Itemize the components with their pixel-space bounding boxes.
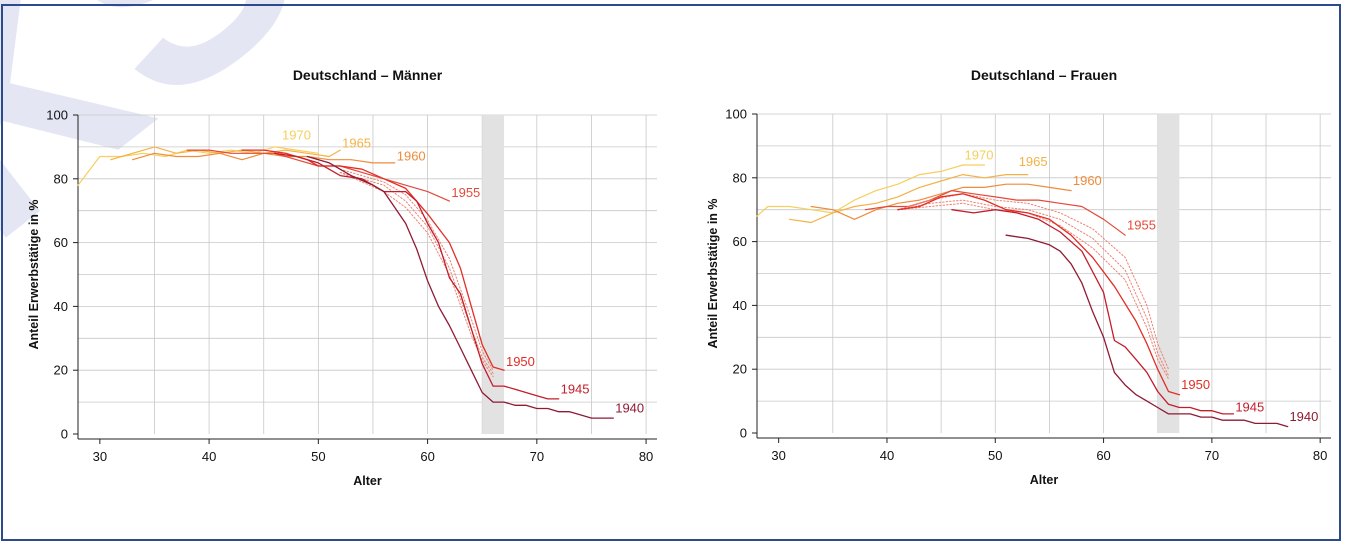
series-label-1965: 1965 <box>1019 154 1048 169</box>
series-line-1955-proj-c <box>897 202 1169 380</box>
x-tick-label: 40 <box>880 448 894 463</box>
series-label-1945: 1945 <box>1235 399 1264 414</box>
x-tick-label: 30 <box>93 449 107 464</box>
series-line-1945 <box>951 209 1235 415</box>
series-line-1940 <box>1005 234 1289 428</box>
x-tick-label: 40 <box>202 449 216 464</box>
y-tick-label: 40 <box>733 298 747 313</box>
x-axis-label: Alter <box>353 474 382 488</box>
series-line-1965 <box>110 146 341 161</box>
series-label-1960: 1960 <box>1073 173 1102 188</box>
series-label-1940: 1940 <box>1289 409 1318 424</box>
y-tick-label: 20 <box>54 363 68 378</box>
series-label-1955: 1955 <box>1127 218 1156 233</box>
gridlines <box>757 113 1331 433</box>
x-tick-label: 70 <box>1205 448 1219 463</box>
y-axis-label: Anteil Erwerbstätige in % <box>706 198 720 348</box>
chart-title: Deutschland – Männer <box>293 67 443 83</box>
y-tick-label: 20 <box>733 362 747 377</box>
series-label-1970: 1970 <box>282 128 311 143</box>
figure-frame <box>1 4 1341 541</box>
series-label-1940: 1940 <box>615 400 644 415</box>
series-label-1950: 1950 <box>506 354 535 369</box>
series-label-1965: 1965 <box>342 136 371 151</box>
x-axis-label: Alter <box>1030 473 1059 487</box>
series-label-1970: 1970 <box>965 147 994 162</box>
series-label-1955: 1955 <box>451 185 480 200</box>
y-tick-label: 80 <box>733 170 747 185</box>
x-tick-label: 50 <box>988 448 1002 463</box>
y-tick-label: 60 <box>733 234 747 249</box>
y-tick-label: 0 <box>740 426 747 441</box>
series-line-1945 <box>273 152 560 400</box>
x-tick-label: 60 <box>1096 448 1110 463</box>
series-label-1950: 1950 <box>1181 377 1210 392</box>
x-tick-label: 30 <box>771 448 785 463</box>
y-tick-label: 0 <box>61 427 68 442</box>
x-tick-label: 80 <box>639 449 653 464</box>
series-line-1960 <box>810 183 1072 220</box>
y-tick-label: 60 <box>54 235 68 250</box>
series-line-1950 <box>897 193 1181 396</box>
y-tick-label: 100 <box>725 107 747 122</box>
x-tick-label: 60 <box>420 449 434 464</box>
chart-men: 30 40 50 60 70 80 0 20 40 60 80 100 Deutschland – Mä… <box>27 67 657 488</box>
y-tick-label: 100 <box>46 108 68 123</box>
series-line-1955-proj-a <box>339 168 494 371</box>
series-line-1965 <box>788 174 1029 224</box>
series-label-1945: 1945 <box>561 381 590 396</box>
y-tick-label: 40 <box>54 299 68 314</box>
x-tick-label: 50 <box>311 449 325 464</box>
series-line-1970 <box>756 164 985 217</box>
series-line-1955-proj-b <box>339 171 494 374</box>
series-label-1960: 1960 <box>397 148 426 163</box>
series-line-1940 <box>306 155 614 419</box>
retirement-age-band <box>482 115 505 434</box>
chart-title: Deutschland – Frauen <box>971 67 1117 83</box>
chart-women: 30 40 50 60 70 80 0 20 40 60 80 100 Deutschland – Fr… <box>706 67 1331 487</box>
x-tick-label: 80 <box>1313 448 1327 463</box>
x-tick-label: 70 <box>530 449 544 464</box>
series-line-1955-proj-b <box>897 199 1169 377</box>
y-tick-label: 80 <box>54 171 68 186</box>
retirement-age-band <box>1157 114 1180 433</box>
y-axis-label: Anteil Erwerbstätige in % <box>27 199 41 349</box>
series-line-1970 <box>77 146 319 186</box>
